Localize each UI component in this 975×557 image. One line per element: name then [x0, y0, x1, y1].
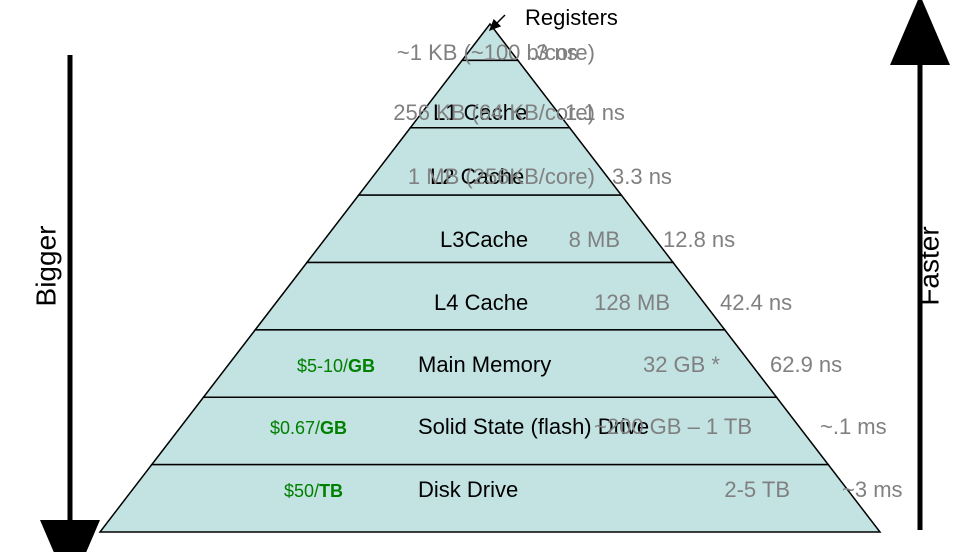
left-axis-label: Bigger	[30, 226, 62, 307]
right-axis-label: Faster	[913, 226, 945, 305]
level-size-3: 8 MB	[569, 227, 620, 253]
pyramid-svg	[0, 0, 975, 552]
level-speed-5: 62.9 ns	[770, 352, 842, 378]
level-size-4: 128 MB	[594, 290, 670, 316]
level-name-5: Main Memory	[418, 352, 551, 378]
level-speed-2: 3.3 ns	[612, 164, 672, 190]
level-price-6: $0.67/GB	[270, 418, 347, 439]
level-speed-1: 1.1 ns	[565, 100, 625, 126]
level-size-7: 2-5 TB	[724, 477, 790, 503]
level-name-4: L4 Cache	[434, 290, 528, 316]
registers-label: Registers	[525, 5, 618, 31]
memory-hierarchy-diagram: Bigger Faster Registers ~1 KB (~100 b/co…	[0, 0, 975, 552]
level-name-3: L3Cache	[440, 227, 528, 253]
registers-arrow	[490, 15, 505, 30]
level-price-5: $5-10/GB	[297, 356, 375, 377]
level-size-6: ~200 GB – 1 TB	[594, 414, 752, 440]
level-speed-0: .3 ns	[530, 40, 578, 66]
level-name-7: Disk Drive	[418, 477, 518, 503]
level-speed-7: ~3 ms	[842, 477, 903, 503]
level-speed-3: 12.8 ns	[663, 227, 735, 253]
level-price-7: $50/TB	[284, 481, 343, 502]
level-size-2: 1 MB (256KB/core)	[408, 164, 595, 190]
level-speed-4: 42.4 ns	[720, 290, 792, 316]
level-speed-6: ~.1 ms	[820, 414, 887, 440]
level-size-5: 32 GB *	[643, 352, 720, 378]
